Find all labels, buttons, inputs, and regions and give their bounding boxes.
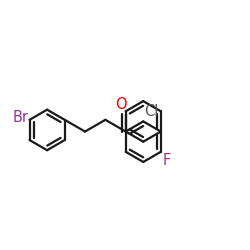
Text: F: F (162, 153, 170, 168)
Text: O: O (116, 97, 127, 112)
Text: Br: Br (12, 110, 28, 125)
Text: Cl: Cl (144, 104, 158, 120)
